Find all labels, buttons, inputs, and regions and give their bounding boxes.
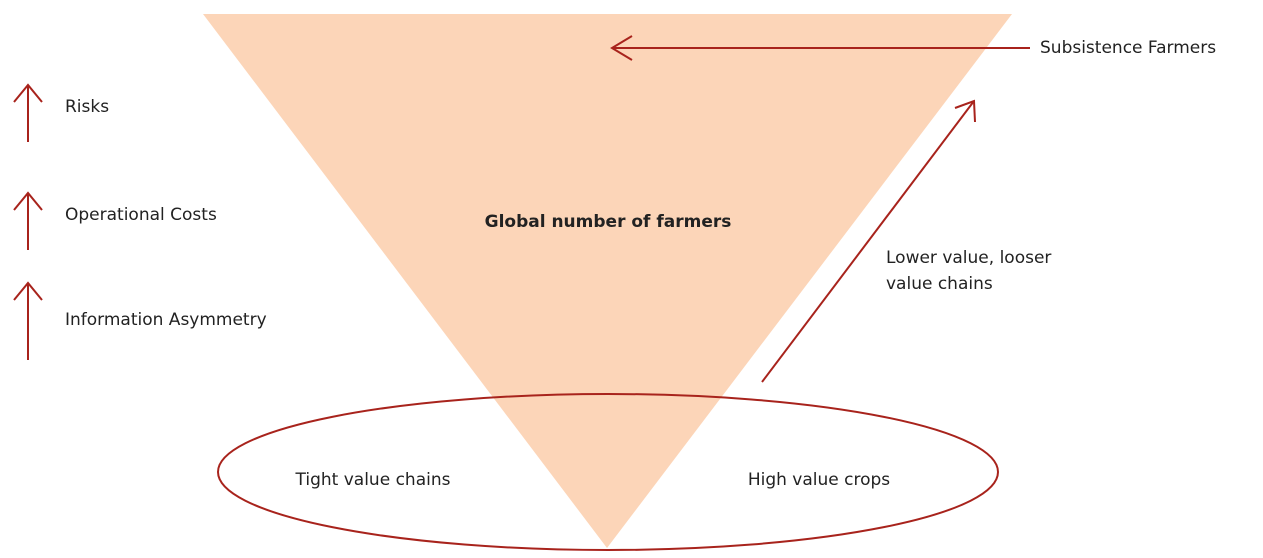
diagonal-label: value chains xyxy=(886,274,993,294)
indicator: Risks xyxy=(65,97,109,117)
indicator: Information Asymmetry xyxy=(65,310,267,330)
funnel xyxy=(203,14,1012,548)
ellipse-label: Tight value chains xyxy=(295,470,451,490)
center-label: Global number of farmers xyxy=(485,212,732,232)
ellipse-label: High value crops xyxy=(748,470,890,490)
diagonal-label: Lower value, looser xyxy=(886,248,1051,268)
arrows xyxy=(13,35,1030,383)
indicator: Operational Costs xyxy=(65,205,217,225)
top-label: Subsistence Farmers xyxy=(1040,38,1216,58)
ellipse xyxy=(217,393,999,551)
